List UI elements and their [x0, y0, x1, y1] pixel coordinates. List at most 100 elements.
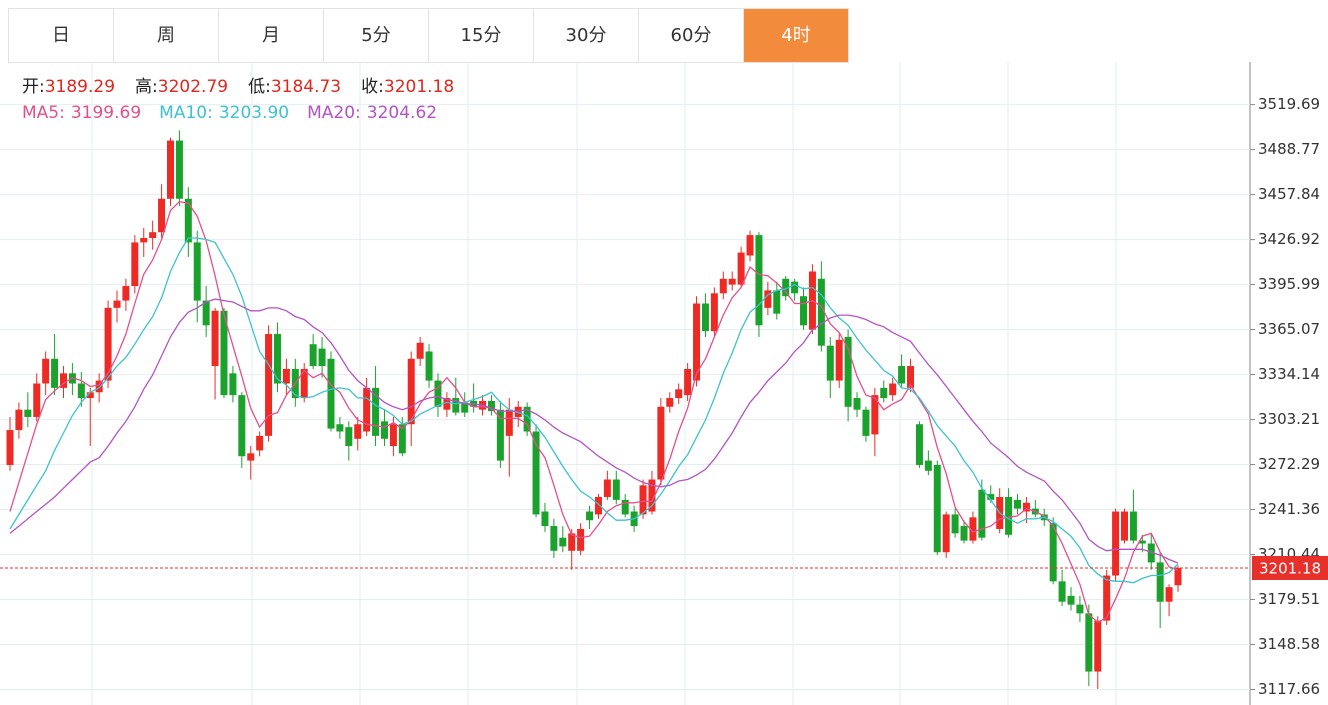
- period-tab[interactable]: 60分: [639, 9, 744, 62]
- candle-body: [978, 489, 986, 538]
- candle-body: [273, 334, 281, 384]
- candle-body: [372, 387, 380, 436]
- price-label: 3201.18: [1259, 559, 1321, 577]
- period-tab[interactable]: 5分: [324, 9, 429, 62]
- candle-body: [1005, 496, 1013, 535]
- y-tick-label: 3117.66: [1258, 680, 1320, 698]
- candle-body: [15, 409, 23, 431]
- candle-body: [6, 430, 14, 465]
- candle-body: [621, 499, 629, 515]
- candle-body: [942, 514, 950, 553]
- candles: [6, 130, 1182, 689]
- candle-body: [1067, 595, 1075, 605]
- period-tab[interactable]: 日: [9, 9, 114, 62]
- candle-body: [800, 296, 808, 326]
- y-tick-label: 3365.07: [1258, 320, 1320, 338]
- candle-body: [701, 303, 709, 332]
- candle-body: [113, 300, 121, 308]
- candle-body: [719, 278, 727, 294]
- period-tabs: 日周月 5分 15分 30分 60分 4时: [8, 8, 849, 63]
- candle-body: [425, 351, 433, 381]
- info-value: 3184.73: [270, 77, 342, 97]
- info-panel: 开: 3189.29 高: 3202.79 低: 3184.73 收: 3201.18 MA5…: [22, 74, 474, 126]
- candle-body: [238, 395, 246, 457]
- candle-body: [1085, 613, 1093, 672]
- candle-body: [211, 310, 219, 367]
- candle-body: [1121, 511, 1129, 541]
- y-tick-label: 3148.58: [1258, 635, 1320, 653]
- candle-body: [880, 387, 888, 399]
- candle-body: [1174, 567, 1182, 586]
- candle-body: [140, 238, 148, 243]
- candle-body: [389, 424, 397, 447]
- candle-body: [282, 368, 290, 384]
- period-tab[interactable]: 30分: [534, 9, 639, 62]
- candle-body: [51, 358, 59, 388]
- candle-body: [1014, 499, 1022, 509]
- candle-body: [550, 526, 558, 551]
- candle-body: [764, 290, 772, 308]
- candle-body: [86, 392, 94, 399]
- candle-body: [862, 409, 870, 436]
- candle-body: [586, 511, 594, 521]
- candle-body: [871, 395, 879, 435]
- time-grid: [91, 62, 1117, 705]
- y-tick-label: 3519.69: [1258, 95, 1320, 113]
- period-tab[interactable]: 周: [114, 9, 219, 62]
- candle-body: [407, 358, 415, 425]
- candle-body: [817, 278, 825, 346]
- candle-body: [158, 198, 166, 233]
- y-tick-label: 3488.77: [1258, 140, 1320, 158]
- candle-body: [336, 424, 344, 432]
- candle-body: [933, 464, 941, 553]
- info-label: 高:: [135, 77, 158, 97]
- candle-body: [684, 368, 692, 396]
- period-tab[interactable]: 月: [219, 9, 324, 62]
- candle-body: [220, 310, 228, 396]
- candle-body: [354, 424, 362, 439]
- legend-name: MA20:: [307, 103, 361, 123]
- candle-body: [1049, 523, 1057, 582]
- y-tick-label: 3179.51: [1258, 590, 1320, 608]
- candle-body: [175, 140, 183, 199]
- candle-body: [363, 387, 371, 432]
- candle-body: [380, 421, 388, 439]
- candle-body: [42, 358, 50, 384]
- candle-body: [746, 235, 754, 256]
- candle-body: [247, 453, 255, 461]
- candle-body: [826, 345, 834, 381]
- period-tab[interactable]: 15分: [429, 9, 534, 62]
- candle-body: [532, 431, 540, 515]
- candle-body: [675, 389, 683, 399]
- candle-body: [131, 242, 139, 287]
- ma-legend: MA5: 3199.69 MA10: 3203.90 MA20: 3204.62: [22, 100, 474, 126]
- candle-body: [166, 140, 174, 199]
- candle-body: [541, 511, 549, 527]
- candle-body: [1165, 587, 1173, 602]
- candle-body: [496, 409, 504, 461]
- candle-body: [1094, 620, 1102, 672]
- candle-body: [256, 435, 264, 451]
- candle-body: [835, 339, 843, 381]
- candle-body: [184, 198, 192, 243]
- candle-body: [907, 366, 915, 388]
- candle-body: [666, 398, 674, 407]
- candle-body: [1103, 575, 1111, 621]
- period-tab[interactable]: 4时: [744, 9, 849, 62]
- legend-value: 3203.90: [218, 103, 290, 123]
- candle-body: [987, 494, 995, 500]
- candle-body: [229, 373, 237, 396]
- candle-body: [1022, 502, 1030, 512]
- candle-body: [1076, 604, 1084, 614]
- candle-body: [24, 409, 32, 417]
- y-tick-label: 3426.92: [1258, 230, 1320, 248]
- candle-body: [773, 290, 781, 314]
- legend-value: 3204.62: [366, 103, 438, 123]
- candle-body: [568, 533, 576, 551]
- ma-line: [9, 298, 1179, 564]
- candle-body: [915, 424, 923, 465]
- candle-body: [853, 398, 861, 410]
- candle-body: [487, 400, 495, 412]
- candle-body: [300, 368, 308, 399]
